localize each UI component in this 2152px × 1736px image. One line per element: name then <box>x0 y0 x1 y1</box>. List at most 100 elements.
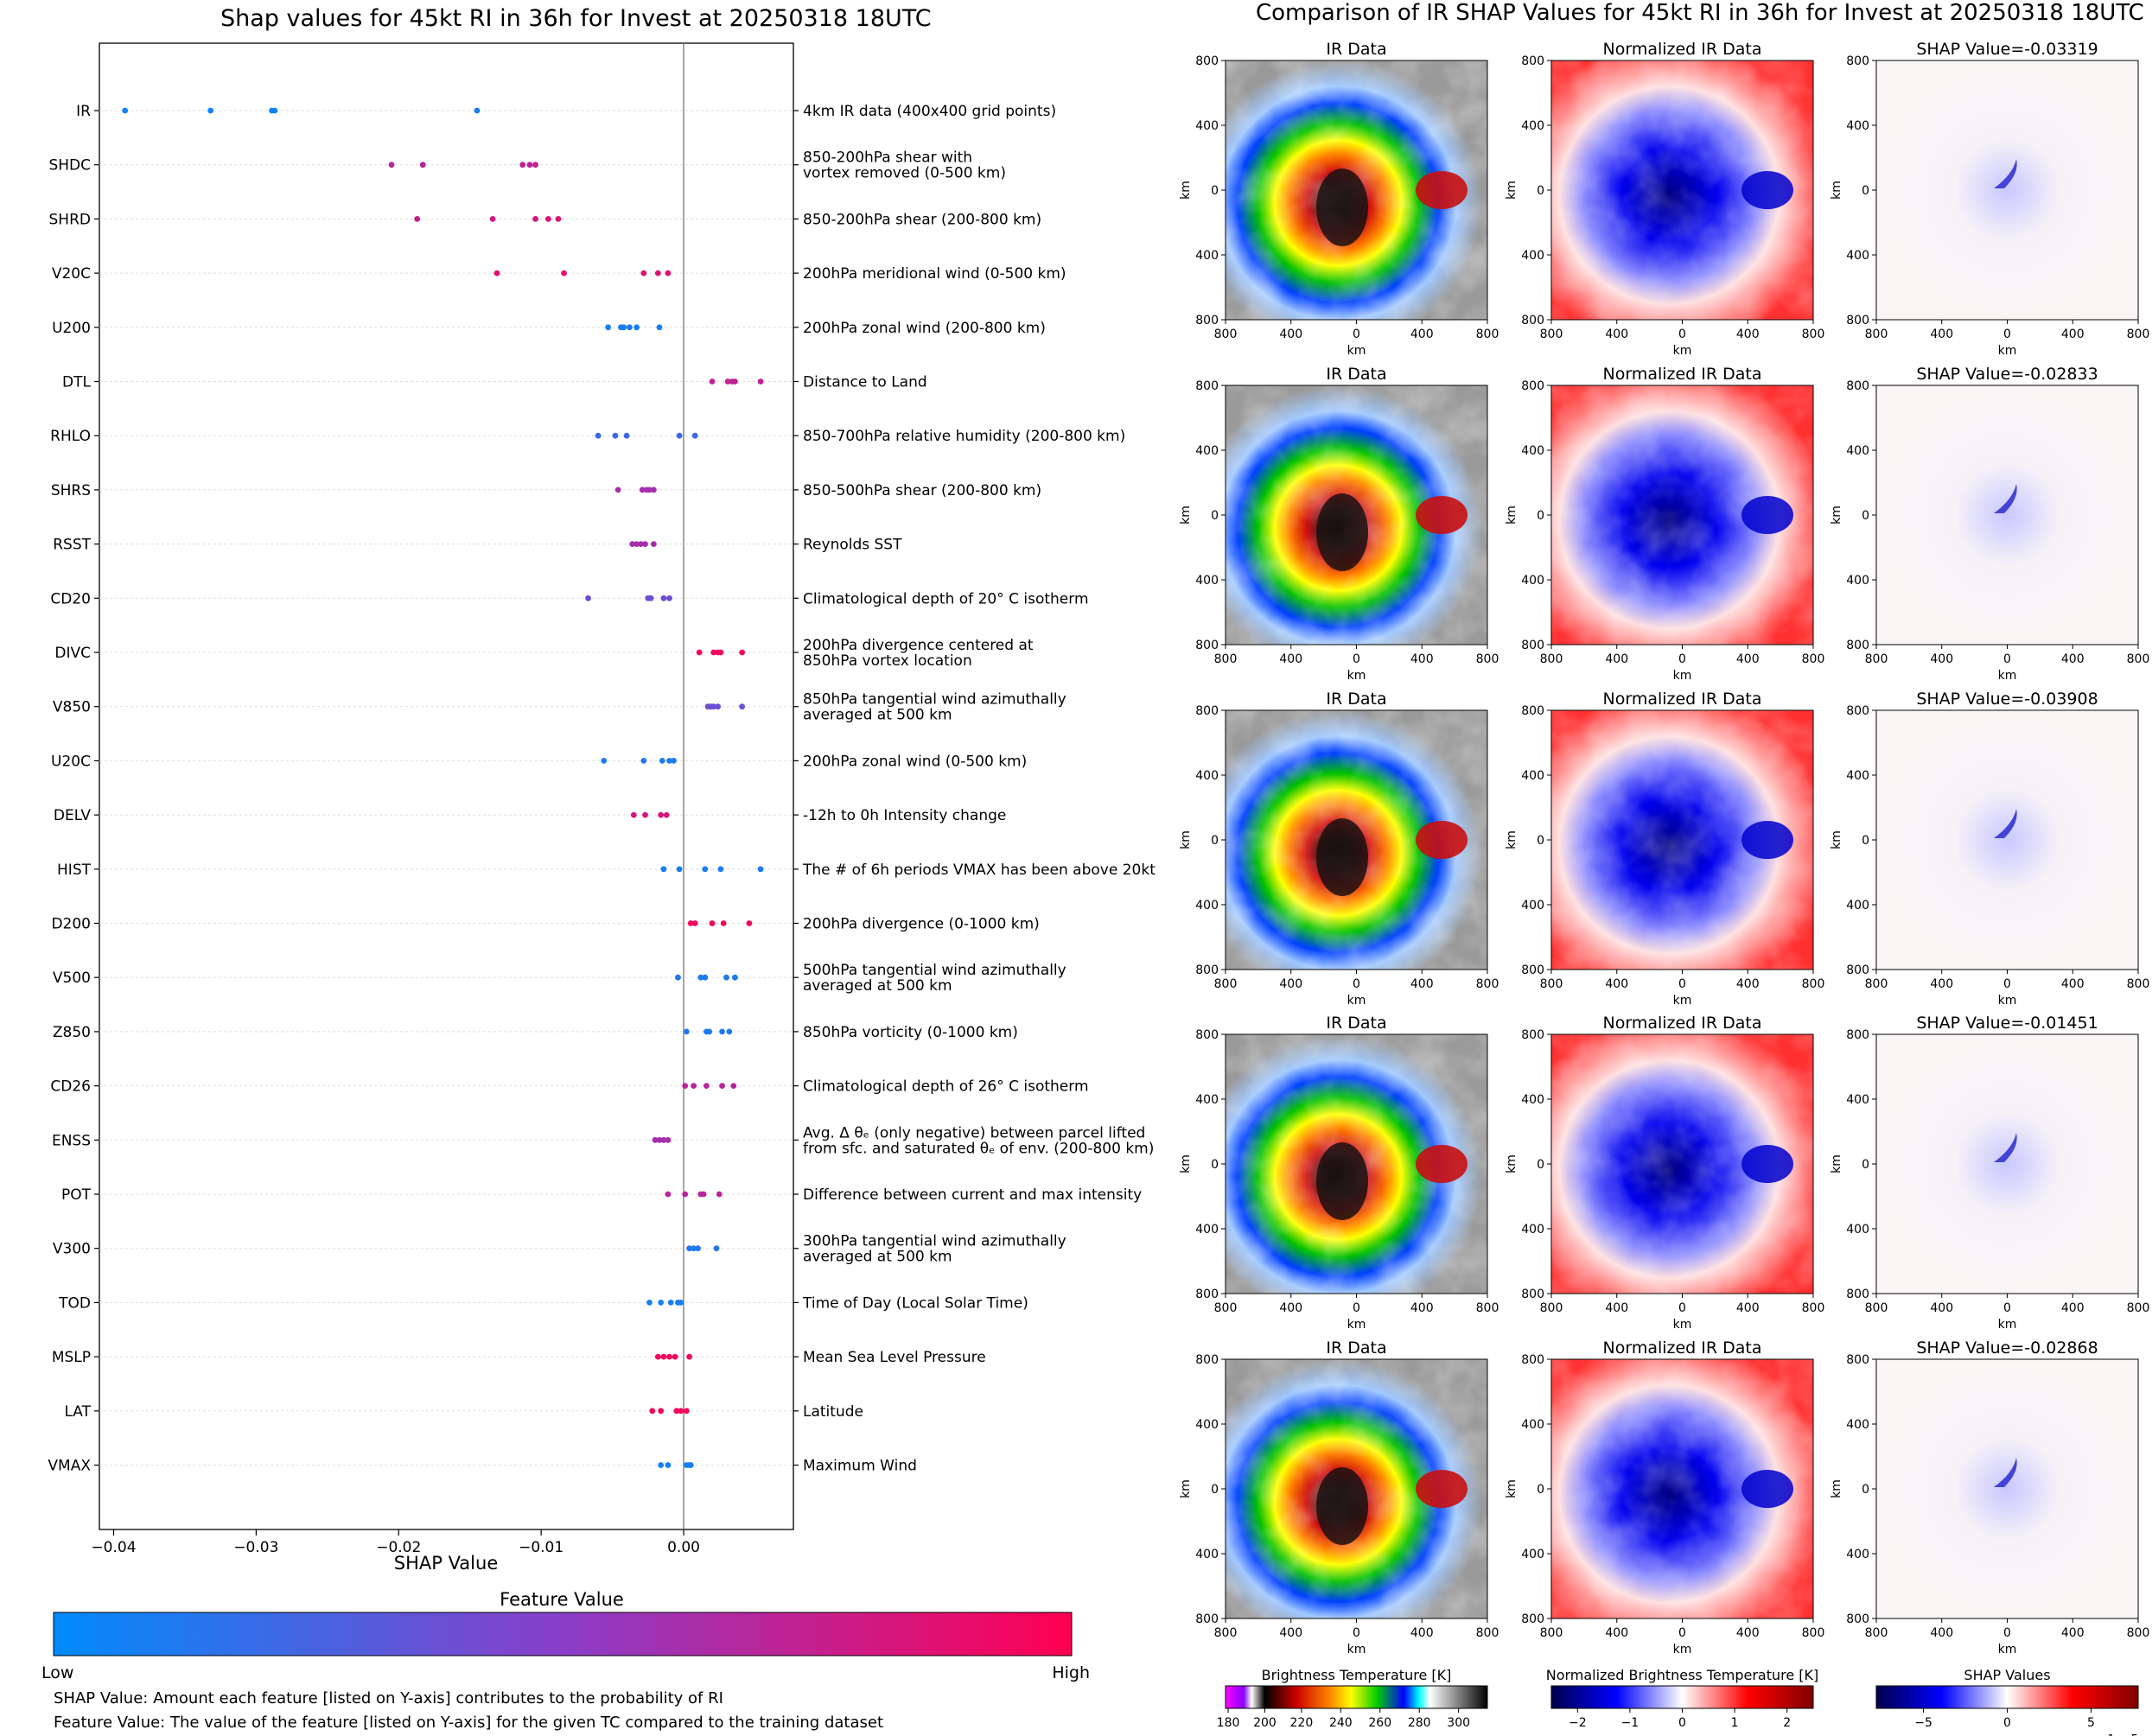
shap-point <box>646 1300 653 1306</box>
colorbar-title: Feature Value <box>500 1589 624 1610</box>
x-axis-label: km <box>1673 1318 1692 1332</box>
feature-label: V300 <box>53 1241 91 1258</box>
x-tick-label: 0 <box>1353 327 1360 341</box>
feature-label: VMAX <box>48 1458 91 1475</box>
shap-point <box>658 1300 665 1306</box>
feature-description: vortex removed (0-500 km) <box>803 165 1006 182</box>
x-axis-label: km <box>1347 1643 1366 1657</box>
x-tick-label: 0 <box>2003 1626 2011 1640</box>
y-tick-label: 400 <box>1195 119 1219 133</box>
y-tick-label: 0 <box>1862 184 1869 198</box>
shap-point <box>654 1353 661 1360</box>
x-tick-label: 400 <box>1279 1301 1302 1315</box>
colorbar-tick-label: 200 <box>1253 1716 1277 1730</box>
x-tick-label: 800 <box>1540 327 1563 341</box>
shap-point <box>682 1191 689 1198</box>
x-axis-label: km <box>1673 344 1692 358</box>
feature-row-rsst: RSST Reynolds SST <box>53 537 902 554</box>
y-tick-label: 400 <box>1846 1418 1869 1432</box>
shap-point <box>647 595 654 601</box>
panel-title: IR Data <box>1326 365 1386 384</box>
x-tick-label: 400 <box>1410 327 1434 341</box>
y-axis-label: km <box>1830 830 1843 849</box>
y-tick-label: 0 <box>1537 509 1544 523</box>
x-tick-label: 400 <box>1279 1626 1302 1640</box>
shap-point <box>723 974 729 981</box>
feature-label: U20C <box>51 753 91 770</box>
x-axis-label: km <box>1998 1643 2017 1657</box>
feature-label: SHRS <box>51 482 91 499</box>
x-tick-label: 0 <box>1678 652 1686 666</box>
y-tick-label: 400 <box>1846 574 1869 588</box>
shap-point <box>665 1136 672 1143</box>
x-tick-label: 400 <box>2061 327 2085 341</box>
colorbar-tick-label: 280 <box>1408 1716 1431 1730</box>
feature-description: 850hPa vortex location <box>803 652 972 670</box>
y-tick-label: 400 <box>1846 249 1869 263</box>
storm-core <box>1316 1142 1368 1220</box>
feature-row-dtl: DTL Distance to Land <box>62 374 927 391</box>
y-tick-label: 800 <box>1195 54 1219 68</box>
x-tick-label: 400 <box>1605 977 1628 991</box>
x-tick-label: −0.02 <box>376 1539 421 1556</box>
panel-title: IR Data <box>1326 1014 1386 1033</box>
x-tick-label: 400 <box>1736 652 1760 666</box>
y-axis-label: km <box>1179 1479 1193 1498</box>
shap-image <box>1876 1034 2138 1294</box>
x-tick-label: 800 <box>1802 327 1825 341</box>
shap-feature <box>1994 1458 2017 1487</box>
shap-point <box>715 703 722 710</box>
y-tick-label: 800 <box>1846 704 1869 718</box>
x-tick-label: −0.01 <box>519 1539 563 1556</box>
panel-title: Normalized IR Data <box>1603 365 1762 384</box>
x-tick-label: 400 <box>1736 327 1760 341</box>
shap-point <box>585 595 591 601</box>
shap-point <box>675 974 681 981</box>
feature-description: averaged at 500 km <box>803 1249 952 1266</box>
y-tick-label: 800 <box>1521 1612 1544 1626</box>
feature-label: POT <box>61 1186 92 1204</box>
y-tick-label: 0 <box>1537 1483 1544 1497</box>
x-tick-label: 800 <box>1214 1626 1238 1640</box>
shap-point <box>621 324 627 331</box>
feature-label: D200 <box>51 916 91 933</box>
shap-point <box>739 649 746 656</box>
shap-point <box>474 107 481 114</box>
y-tick-label: 800 <box>1521 54 1544 68</box>
y-tick-label: 400 <box>1521 1093 1544 1107</box>
y-tick-label: 400 <box>1195 1548 1219 1561</box>
colorbar-low-label: Low <box>41 1663 73 1682</box>
y-tick-label: 0 <box>1862 509 1869 523</box>
y-tick-label: 400 <box>1521 1548 1544 1561</box>
panel-row2-col2: Normalized IR Data8008004004000040040080… <box>1505 365 1824 683</box>
panel-row4-col2: Normalized IR Data8008004004000040040080… <box>1505 1014 1824 1332</box>
shap-point <box>730 1083 737 1089</box>
colorbar-tick-label: −5 <box>1914 1716 1932 1730</box>
x-tick-label: 800 <box>1540 1301 1563 1315</box>
feature-description: Reynolds SST <box>803 537 902 554</box>
x-tick-label: 800 <box>2127 977 2150 991</box>
x-tick-label: 800 <box>1540 977 1563 991</box>
feature-description: 200hPa meridional wind (0-500 km) <box>803 265 1066 283</box>
shap-point <box>605 324 612 331</box>
y-tick-label: 0 <box>1211 1158 1219 1172</box>
y-tick-label: 0 <box>1862 1158 1869 1172</box>
shap-point <box>691 432 698 439</box>
y-tick-label: 800 <box>1195 963 1219 977</box>
x-axis-label: km <box>1998 344 2017 358</box>
y-tick-label: 0 <box>1211 834 1219 848</box>
shap-point <box>739 703 746 710</box>
shap-point <box>678 1300 684 1306</box>
shap-point <box>658 1462 665 1468</box>
feature-description: Difference between current and max inten… <box>803 1186 1142 1204</box>
colorbar-tick-label: 180 <box>1217 1716 1240 1730</box>
feature-row-cd20: CD20 Climatological depth of 20° C isothe… <box>50 590 1088 607</box>
y-tick-label: 800 <box>1195 379 1219 393</box>
shap-image <box>1876 710 2138 970</box>
x-tick-label: 400 <box>1605 327 1628 341</box>
x-tick-label: 800 <box>1865 652 1888 666</box>
feature-description: The # of 6h periods VMAX has been above … <box>802 862 1156 879</box>
y-tick-label: 800 <box>1846 1353 1869 1367</box>
storm-core <box>1316 493 1368 571</box>
y-tick-label: 800 <box>1521 1353 1544 1367</box>
